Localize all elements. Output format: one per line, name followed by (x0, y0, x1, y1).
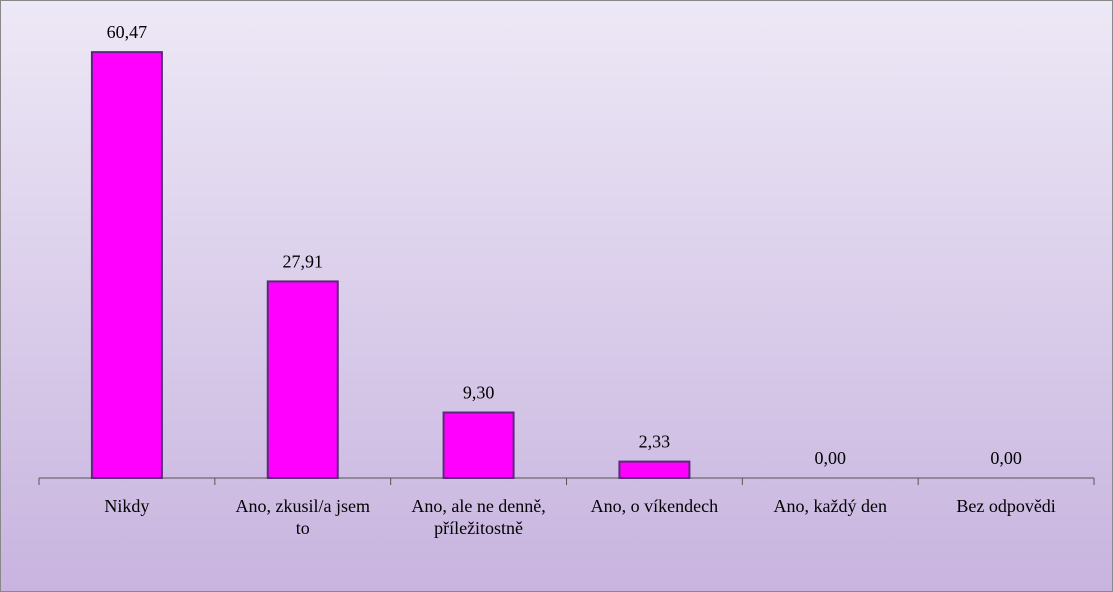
x-tick-label: Nikdy (104, 496, 150, 516)
bar (266, 280, 339, 480)
value-label: 60,47 (107, 22, 148, 42)
bar (618, 460, 691, 480)
bar (442, 411, 515, 480)
value-label: 0,00 (990, 448, 1022, 468)
value-label: 2,33 (639, 432, 671, 452)
value-label: 9,30 (463, 383, 495, 403)
x-tick-label: Ano, o víkendech (590, 496, 719, 516)
x-tick-label: Ano, zkusil/a jsem to (235, 496, 370, 538)
value-label: 0,00 (815, 448, 847, 468)
x-tick-label: Ano, každý den (773, 496, 887, 516)
x-tick-label: Ano, ale ne denně, příležitostně (411, 496, 546, 538)
bar (90, 51, 163, 479)
value-label: 27,91 (283, 251, 324, 271)
x-tick-label: Bez odpovědi (956, 496, 1056, 516)
